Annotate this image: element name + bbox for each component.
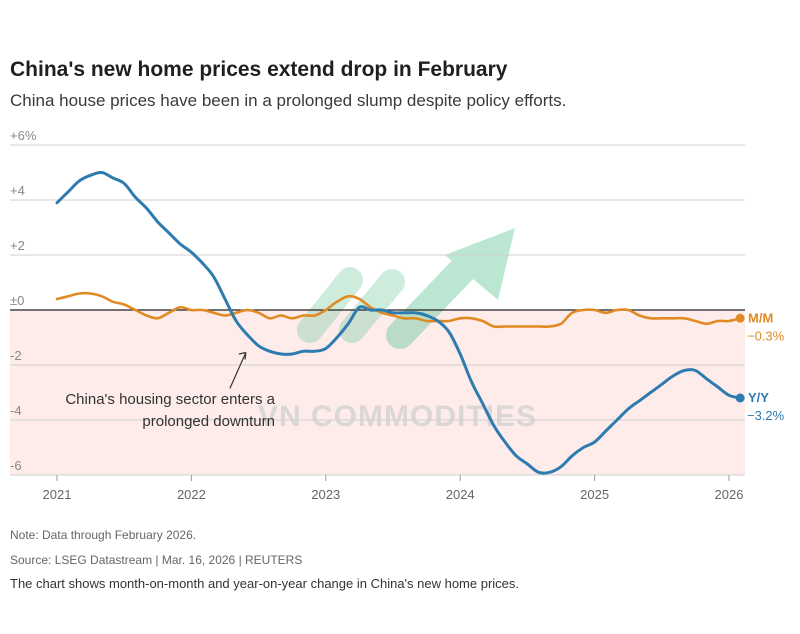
series-line-y-y	[55, 170, 742, 475]
annotation-text: prolonged downturn	[142, 413, 275, 430]
series-end-label-m-m: M/M	[748, 310, 773, 325]
watermark-logo-icon	[297, 228, 515, 349]
background-layer	[10, 310, 745, 475]
annotations: China's housing sector enters a prolonged…	[65, 351, 276, 430]
source-line: Source: LSEG Datastream | Mar. 16, 2026 …	[10, 553, 303, 567]
series-end-dot-y-y	[735, 393, 745, 403]
y-tick-label: +4	[10, 183, 25, 198]
y-tick-label: +2	[10, 238, 25, 253]
series-lines	[55, 170, 742, 475]
y-tick-label: -2	[10, 348, 22, 363]
x-tick-label: 2021	[43, 487, 72, 502]
negative-zone-shade	[10, 310, 745, 475]
series-end-value-m-m: −0.3%	[747, 328, 785, 343]
x-tick-label: 2026	[715, 487, 744, 502]
chart-title: China's new home prices extend drop in F…	[10, 58, 508, 81]
footnote: Note: Data through February 2026.	[10, 528, 197, 542]
x-tick-label: 2025	[580, 487, 609, 502]
y-tick-label: ±0	[10, 293, 24, 308]
x-tick-label: 2024	[446, 487, 475, 502]
chart-description: The chart shows month-on-month and year-…	[10, 576, 520, 591]
y-tick-label: -6	[10, 458, 22, 473]
series-line-m-m	[55, 291, 742, 329]
series-end-dot-m-m	[735, 313, 745, 323]
series-end-label-y-y: Y/Y	[748, 390, 769, 405]
annotation-leader-line	[229, 352, 247, 389]
y-tick-label: -4	[10, 403, 22, 418]
x-axis-ticks: 2021 2022 2023 2024 2025 2026	[43, 475, 744, 502]
x-tick-label: 2022	[177, 487, 206, 502]
x-tick-label: 2023	[311, 487, 340, 502]
series-end-value-y-y: −3.2%	[747, 408, 785, 423]
annotation-text: China's housing sector enters a	[65, 391, 275, 408]
series-end-labels: M/M −0.3% Y/Y −3.2%	[735, 310, 785, 423]
annotation-arrowhead-icon	[238, 351, 247, 360]
chart-subtitle: China house prices have been in a prolon…	[10, 91, 567, 110]
y-axis-ticks: +6% +4 +2 ±0 -2 -4 -6	[10, 128, 37, 473]
y-tick-label: +6%	[10, 128, 37, 143]
